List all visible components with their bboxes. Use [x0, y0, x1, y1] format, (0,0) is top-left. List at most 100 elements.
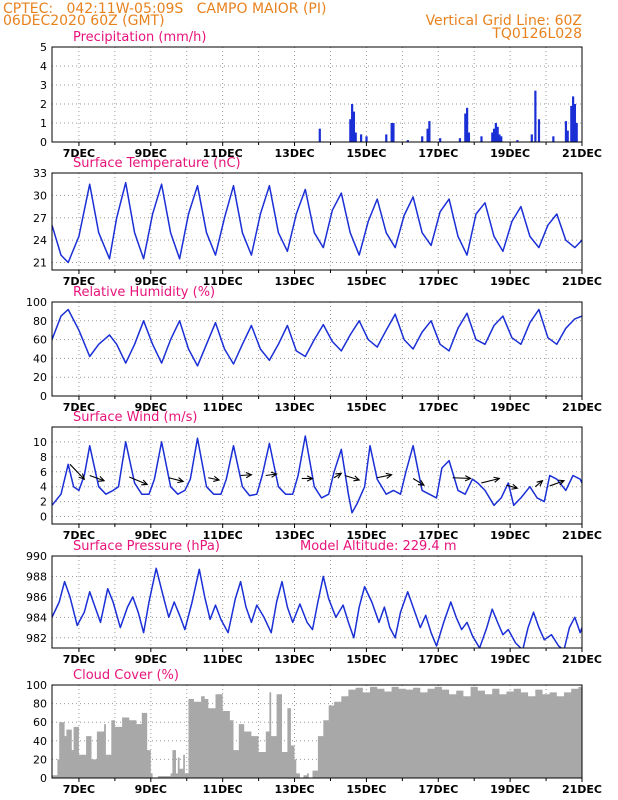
precip-bar: [564, 121, 568, 142]
pressure-xtick-label: 9DEC: [135, 653, 167, 666]
wind-xtick-label: 9DEC: [135, 529, 167, 542]
precip-bar: [385, 134, 388, 142]
pressure-xtick-label: 19DEC: [490, 653, 530, 666]
pressure-xtick-label: 21DEC: [562, 653, 602, 666]
humidity-panel: Relative Humidity (%) 0 20 40 60 80 100 7DEC 9DE…: [26, 285, 602, 414]
precip-ytick-label: 2: [40, 98, 47, 111]
precip-bar: [390, 123, 393, 142]
run-datetime: 06DEC2020 60Z (GMT): [3, 13, 165, 29]
precip-xtick-label: 17DEC: [418, 147, 458, 160]
wind-arrow-shaft: [452, 477, 471, 480]
wind-ytick-label: 2: [40, 496, 47, 509]
wind-arrow-shaft: [534, 480, 543, 488]
wind-arrow-shaft: [240, 474, 252, 477]
pressure-xtick-label: 15DEC: [346, 653, 386, 666]
precip-xtick-label: 21DEC: [562, 147, 602, 160]
wind-ytick-label: 0: [40, 511, 47, 524]
wind-arrow-shaft: [344, 474, 360, 481]
precip-bar: [318, 128, 321, 142]
precip-panel: Precipitation (mm/h) 0 1 2 3 4 5 7DEC 9DEC 11DEC 1…: [40, 30, 602, 160]
precip-bar: [351, 104, 354, 142]
precip-ytick-label: 3: [40, 79, 47, 92]
wind-arrow-shaft: [377, 474, 392, 479]
wind-arrow-shaft: [481, 477, 500, 484]
precip-title: Precipitation (mm/h): [73, 30, 206, 45]
humidity-xtick-label: 9DEC: [135, 401, 167, 414]
wind-arrow-head: [464, 475, 472, 482]
wind-arrow-head: [141, 479, 149, 486]
temperature-xtick-label: 13DEC: [275, 275, 315, 288]
precip-bar: [573, 104, 577, 142]
wind-arrow-shaft: [549, 480, 565, 487]
wind-frame: [51, 426, 583, 525]
precip-bar: [530, 134, 533, 142]
humidity-xtick-label: 17DEC: [418, 401, 458, 414]
wind-arrow-head: [78, 473, 86, 481]
temperature-xtick-label: 7DEC: [63, 275, 95, 288]
wind-xtick-label: 17DEC: [418, 529, 458, 542]
precip-bar: [458, 138, 462, 142]
temperature-series-line: [52, 181, 582, 264]
wind-series-line: [52, 435, 582, 514]
precip-bar: [467, 132, 471, 142]
wind-xtick-label: 21DEC: [562, 529, 602, 542]
precip-bar: [365, 136, 368, 142]
wind-arrow-head: [335, 472, 343, 479]
precip-bar: [566, 130, 569, 142]
humidity-xtick-label: 15DEC: [346, 401, 386, 414]
temperature-xtick-label: 21DEC: [562, 275, 602, 288]
precip-xtick-label: 13DEC: [275, 147, 315, 160]
precip-xtick-label: 7DEC: [63, 147, 95, 160]
cloud-xtick-label: 21DEC: [562, 783, 602, 796]
precip-bar: [552, 136, 555, 142]
precip-bar: [534, 90, 537, 142]
humidity-ytick-label: 100: [26, 296, 47, 309]
precip-xtick-label: 9DEC: [135, 147, 167, 160]
wind-xtick-label: 19DEC: [490, 529, 530, 542]
temperature-xtick-label: 15DEC: [346, 275, 386, 288]
wind-arrow-shaft: [168, 477, 184, 483]
temperature-title: Surface Temperature (nC): [73, 156, 241, 171]
temperature-xtick-label: 9DEC: [135, 275, 167, 288]
temperature-ytick-label: 24: [33, 234, 47, 247]
cloud-xtick-label: 13DEC: [275, 783, 315, 796]
precip-ytick-label: 1: [40, 117, 47, 130]
humidity-series-line: [52, 308, 582, 367]
wind-ytick-label: 10: [33, 436, 47, 449]
wind-arrow-shaft: [208, 477, 220, 481]
wind-arrow-head: [417, 479, 425, 486]
temperature-ytick-label: 30: [33, 189, 47, 202]
pressure-ytick-label: 986: [26, 591, 47, 604]
cloud-ytick-label: 0: [40, 772, 47, 785]
precip-bar: [426, 128, 429, 142]
wind-arrow-head: [177, 477, 185, 484]
wind-ytick-label: 6: [40, 466, 47, 479]
precip-bar: [464, 113, 467, 142]
precip-bar: [516, 140, 519, 142]
pressure-frame: [51, 555, 583, 649]
wind-title: Surface Wind (m/s): [73, 410, 197, 425]
precip-bar: [439, 138, 442, 142]
wind-arrow-head: [385, 472, 393, 479]
precip-bar: [572, 96, 575, 142]
wind-arrow-head: [353, 475, 361, 482]
cloud-xtick-label: 9DEC: [135, 783, 167, 796]
precip-bar: [575, 123, 578, 142]
precip-bar: [570, 105, 573, 142]
wind-arrow-head: [306, 475, 314, 482]
precip-bar: [406, 140, 409, 142]
humidity-xtick-label: 21DEC: [562, 401, 602, 414]
cloud-xtick-label: 19DEC: [490, 783, 530, 796]
pressure-title: Surface Pressure (hPa): [73, 539, 220, 554]
precip-bar: [537, 119, 541, 142]
model-altitude-label: Model Altitude: 229.4 m: [300, 539, 457, 554]
precip-xtick-label: 19DEC: [490, 147, 530, 160]
pressure-xtick-label: 13DEC: [275, 653, 315, 666]
wind-arrow-head: [245, 472, 253, 479]
precip-bar: [494, 123, 497, 142]
humidity-ytick-label: 20: [33, 371, 47, 384]
cloud-ytick-label: 100: [26, 679, 47, 692]
precip-bar: [496, 126, 499, 142]
pressure-xtick-label: 7DEC: [63, 653, 95, 666]
